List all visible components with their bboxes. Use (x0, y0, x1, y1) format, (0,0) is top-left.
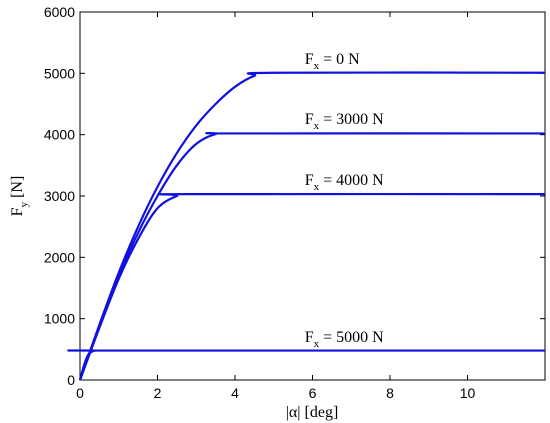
x-tick-label: 6 (309, 385, 317, 401)
series-label-1: Fx = 3000 N (305, 111, 384, 132)
y-tick-label: 6000 (44, 4, 75, 20)
x-tick-label: 4 (231, 385, 239, 401)
y-tick-label: 3000 (44, 188, 75, 204)
series-line-2 (78, 192, 546, 381)
y-axis-label: Fy [N] (9, 176, 30, 217)
y-tick-label: 1000 (44, 311, 75, 327)
x-axis-ticks: 0 2 4 6 8 10 (76, 12, 475, 401)
x-tick-label: 10 (460, 385, 476, 401)
y-axis-ticks: 0 1000 2000 3000 4000 5000 6000 (44, 4, 545, 388)
curve-labels: Fx = 0 N Fx = 3000 N Fx = 4000 N Fx = 5000 … (305, 51, 384, 350)
series-line-0 (78, 71, 546, 381)
series-label-3: Fx = 5000 N (305, 329, 384, 350)
x-tick-label: 2 (154, 385, 162, 401)
x-tick-label: 0 (76, 385, 84, 401)
y-tick-label: 4000 (44, 127, 75, 143)
x-tick-label: 8 (386, 385, 394, 401)
y-tick-label: 0 (67, 372, 75, 388)
series-label-0: Fx = 0 N (305, 51, 360, 72)
series-line-3 (67, 349, 545, 381)
y-tick-label: 5000 (44, 65, 75, 81)
y-tick-label: 2000 (44, 249, 75, 265)
series-group (67, 71, 546, 381)
x-axis-label: |α| [deg] (286, 404, 339, 421)
series-label-2: Fx = 4000 N (305, 172, 384, 193)
